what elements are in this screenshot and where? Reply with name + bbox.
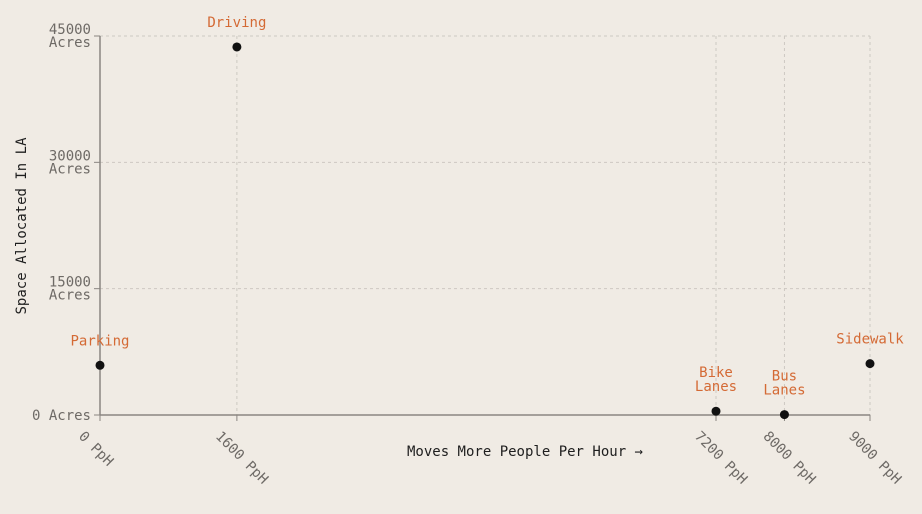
x-axis-title: Moves More People Per Hour → [407, 444, 643, 460]
data-point [711, 406, 721, 416]
data-points [95, 42, 875, 420]
x-tick-label: 7200 PpH [691, 429, 750, 488]
y-tick-label: 45000 Acres [49, 22, 91, 51]
x-tick-label: 1600 PpH [212, 429, 271, 488]
point-label: Parking [70, 333, 129, 349]
data-point [95, 360, 105, 370]
y-tick-label: 15000 Acres [49, 275, 91, 304]
x-tick-label: 8000 PpH [760, 429, 819, 488]
y-axis-title: Space Allocated In LA [14, 137, 30, 315]
data-point [232, 42, 242, 52]
data-point [779, 410, 789, 420]
point-labels: Parking Driving Bike Lanes Bus Lanes Sidewalk [70, 15, 904, 399]
point-label: Bike Lanes [695, 365, 737, 395]
point-label: Bus Lanes [763, 369, 805, 399]
y-tick-label: 30000 Acres [49, 148, 91, 177]
point-label: Sidewalk [836, 332, 904, 348]
x-tick-label: 9000 PpH [845, 429, 904, 488]
y-tick-label: 0 Acres [32, 408, 91, 424]
point-label: Driving [207, 15, 266, 31]
grid-lines [100, 35, 871, 415]
axes [99, 36, 870, 416]
y-tick-labels: 0 Acres 15000 Acres 30000 Acres 45000 Acres [32, 22, 100, 424]
data-point [865, 359, 875, 369]
x-tick-label: 0 PpH [75, 429, 116, 470]
